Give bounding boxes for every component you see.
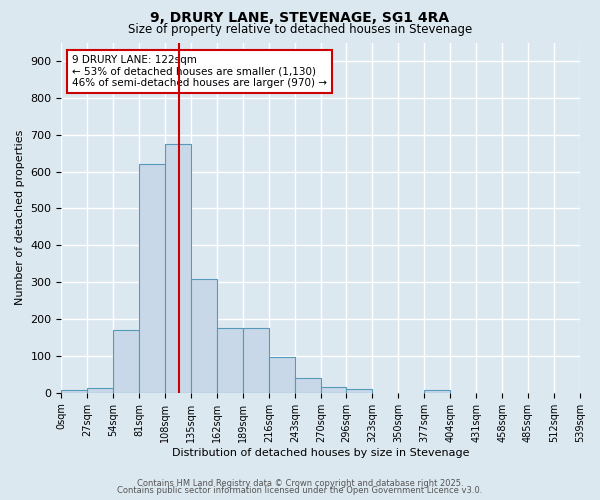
Text: 9, DRURY LANE, STEVENAGE, SG1 4RA: 9, DRURY LANE, STEVENAGE, SG1 4RA [151,11,449,25]
Bar [269,356,295,393]
X-axis label: Distribution of detached houses by size in Stevenage: Distribution of detached houses by size … [172,448,469,458]
Bar [217,328,243,393]
Bar [191,278,217,393]
Bar [61,390,88,393]
Y-axis label: Number of detached properties: Number of detached properties [15,130,25,306]
Bar [166,144,191,393]
Bar [243,328,269,393]
Bar [139,164,166,393]
Bar [424,390,450,393]
Text: Contains HM Land Registry data © Crown copyright and database right 2025.: Contains HM Land Registry data © Crown c… [137,478,463,488]
Bar [88,388,113,393]
Bar [321,388,346,393]
Bar [295,378,321,393]
Bar [346,389,372,393]
Text: 9 DRURY LANE: 122sqm
← 53% of detached houses are smaller (1,130)
46% of semi-de: 9 DRURY LANE: 122sqm ← 53% of detached h… [72,55,327,88]
Text: Contains public sector information licensed under the Open Government Licence v3: Contains public sector information licen… [118,486,482,495]
Text: Size of property relative to detached houses in Stevenage: Size of property relative to detached ho… [128,22,472,36]
Bar [113,330,139,393]
